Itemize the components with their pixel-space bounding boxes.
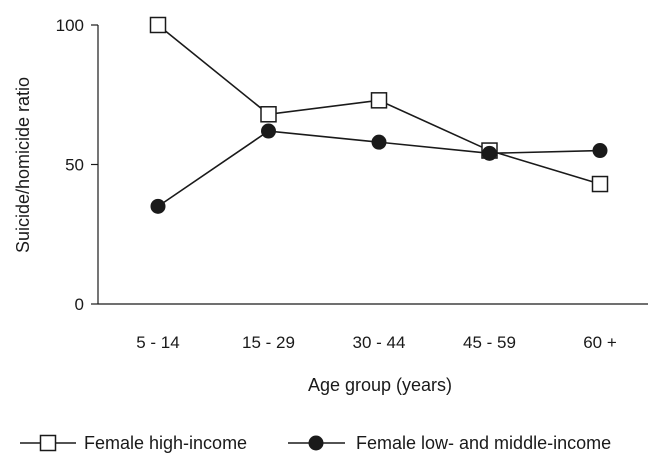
y-tick-label: 50 — [65, 156, 84, 175]
series-layer — [149, 16, 609, 214]
series-2 — [150, 123, 608, 214]
y-axis-title: Suicide/homicide ratio — [13, 77, 33, 253]
data-point — [261, 123, 276, 139]
data-point — [591, 175, 609, 193]
x-tick-label: 45 - 59 — [463, 333, 516, 352]
legend-marker — [39, 434, 57, 452]
legend-label: Female low- and middle-income — [356, 433, 611, 453]
data-point — [482, 145, 497, 161]
legend-item: Female low- and middle-income — [288, 433, 611, 453]
data-point — [150, 198, 166, 214]
legend-marker — [308, 435, 324, 451]
data-point — [149, 16, 167, 34]
data-point — [260, 106, 277, 123]
y-tick-label: 0 — [75, 295, 84, 314]
axes: 0 50 100 5 - 14 15 - 29 30 - 44 45 - 59 60 + — [56, 16, 648, 352]
data-point — [371, 134, 387, 150]
data-point — [592, 143, 608, 159]
x-tick-label: 5 - 14 — [136, 333, 179, 352]
x-tick-label: 30 - 44 — [353, 333, 406, 352]
x-axis-title: Age group (years) — [308, 375, 452, 395]
legend-item: Female high-income — [20, 433, 247, 453]
x-tick-label: 60 + — [583, 333, 617, 352]
legend-label: Female high-income — [84, 433, 247, 453]
legend: Female high-income Female low- and middle… — [20, 433, 611, 453]
y-tick-label: 100 — [56, 16, 84, 35]
x-tick-label: 15 - 29 — [242, 333, 295, 352]
data-point — [370, 92, 388, 109]
